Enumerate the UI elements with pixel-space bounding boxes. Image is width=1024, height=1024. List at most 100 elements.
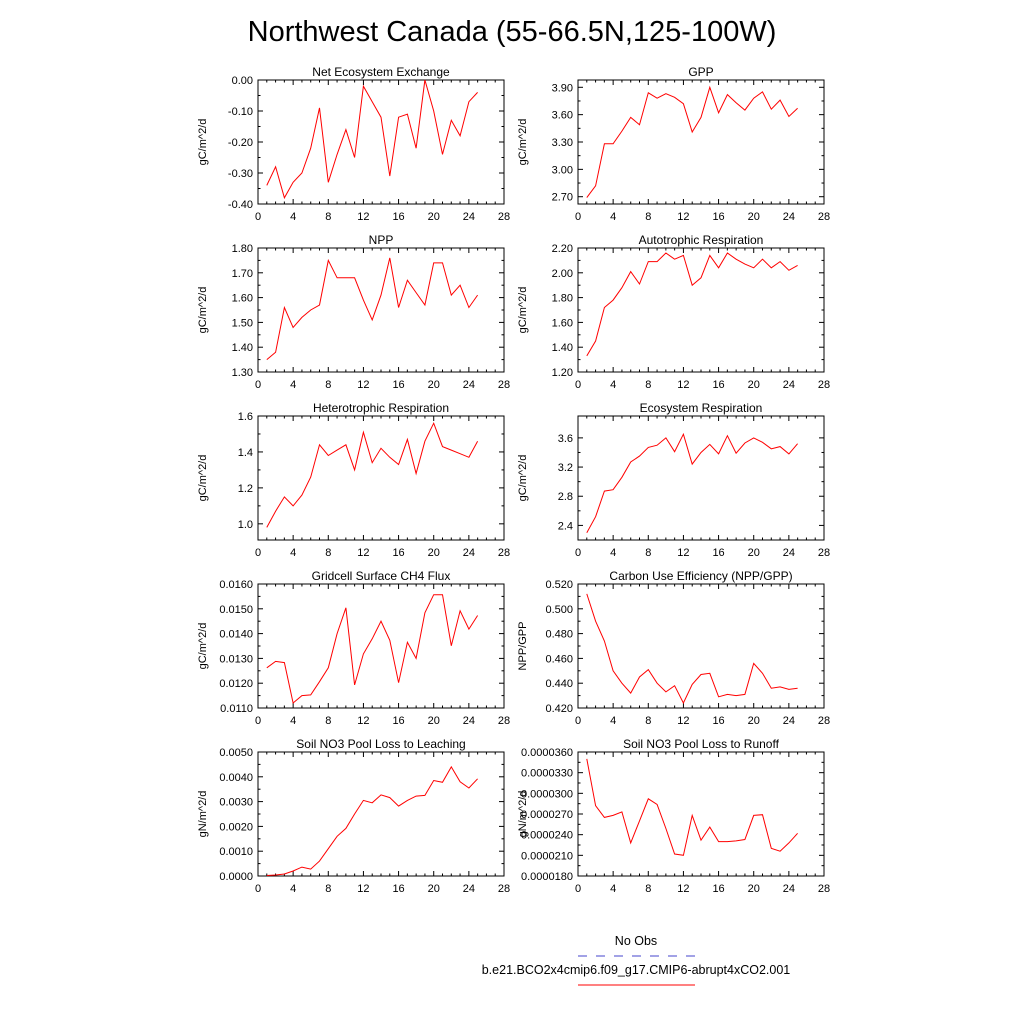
y-tick-label: 3.90 — [552, 82, 573, 94]
panel-title: Soil NO3 Pool Loss to Leaching — [296, 737, 465, 751]
y-tick-label: -0.30 — [228, 168, 253, 180]
series-line — [266, 765, 478, 876]
x-tick-label: 8 — [645, 547, 651, 559]
plot-frame — [577, 751, 825, 877]
x-tick-label: 0 — [575, 211, 581, 223]
y-tick-label: 1.60 — [552, 317, 573, 329]
x-tick-label: 28 — [498, 211, 510, 223]
y-tick-label: 1.40 — [552, 342, 573, 354]
x-tick-label: 24 — [783, 379, 795, 391]
x-tick-label: 16 — [392, 883, 404, 895]
plot-frame — [257, 415, 505, 541]
y-tick-label: 1.70 — [232, 268, 253, 280]
x-tick-label: 16 — [392, 211, 404, 223]
x-tick-label: 12 — [677, 883, 689, 895]
x-tick-label: 28 — [818, 379, 830, 391]
y-tick-label: 0.0160 — [219, 579, 253, 591]
y-axis-label: NPP/GPP — [517, 622, 529, 671]
x-tick-label: 28 — [818, 715, 830, 727]
y-tick-label: 0.420 — [545, 703, 573, 715]
x-tick-label: 8 — [325, 379, 331, 391]
y-tick-label: 3.60 — [552, 110, 573, 122]
x-tick-label: 0 — [575, 379, 581, 391]
x-tick-label: 8 — [325, 715, 331, 727]
panel-title: Net Ecosystem Exchange — [312, 65, 450, 79]
x-tick-label: 20 — [748, 547, 760, 559]
y-tick-label: 2.00 — [552, 268, 573, 280]
chart-panel: Soil NO3 Pool Loss to Runoff gN/m^2/d 0 4 8 1… — [517, 737, 830, 895]
y-tick-label: 1.50 — [232, 317, 253, 329]
y-tick-label: 0.00 — [232, 75, 253, 87]
y-axis-label: gN/m^2/d — [197, 791, 209, 838]
x-tick-label: 4 — [290, 211, 296, 223]
x-tick-label: 20 — [748, 211, 760, 223]
x-tick-label: 24 — [463, 715, 475, 727]
y-tick-label: 0.480 — [545, 629, 573, 641]
chart-panel: Soil NO3 Pool Loss to Leaching gN/m^2/d 0 4… — [197, 737, 510, 895]
x-tick-label: 4 — [610, 715, 616, 727]
y-tick-label: 3.00 — [552, 164, 573, 176]
y-tick-label: 1.2 — [238, 483, 253, 495]
series-line — [586, 252, 798, 357]
x-tick-label: 12 — [677, 211, 689, 223]
y-tick-label: 0.0050 — [219, 747, 253, 759]
plot-frame — [577, 415, 825, 541]
y-tick-label: 0.520 — [545, 579, 573, 591]
plot-frame — [257, 751, 505, 877]
panel-title: GPP — [688, 65, 713, 79]
x-tick-label: 28 — [498, 715, 510, 727]
y-tick-label: 1.6 — [238, 411, 253, 423]
series-line — [266, 257, 479, 360]
chart-panel: Net Ecosystem Exchange gC/m^2/d 0 4 8 12 16 20 2… — [197, 65, 510, 223]
x-tick-label: 0 — [575, 547, 581, 559]
panel-title: Gridcell Surface CH4 Flux — [312, 569, 451, 583]
series-line — [266, 79, 478, 200]
x-tick-label: 0 — [575, 883, 581, 895]
x-tick-label: 24 — [463, 379, 475, 391]
x-tick-label: 8 — [325, 883, 331, 895]
x-tick-label: 0 — [255, 547, 261, 559]
y-tick-label: 3.6 — [558, 433, 573, 445]
y-axis-label: gN/m^2/d — [517, 791, 529, 838]
x-tick-label: 20 — [428, 715, 440, 727]
panel-group: Net Ecosystem Exchange gC/m^2/d 0 4 8 12 16 20 2… — [197, 65, 830, 895]
y-tick-label: 0.0000330 — [521, 768, 573, 780]
x-tick-label: 4 — [290, 547, 296, 559]
legend: No Obs b.e21.BCO2x4cmip6.f09_g17.CMIP6-a… — [482, 934, 791, 986]
y-axis-label: gC/m^2/d — [197, 623, 209, 670]
x-tick-label: 24 — [463, 211, 475, 223]
x-tick-label: 0 — [575, 715, 581, 727]
y-tick-label: 2.70 — [552, 192, 573, 204]
x-tick-label: 12 — [357, 715, 369, 727]
x-tick-label: 20 — [428, 211, 440, 223]
x-tick-label: 4 — [290, 379, 296, 391]
y-tick-label: 3.30 — [552, 137, 573, 149]
x-tick-label: 16 — [712, 547, 724, 559]
plot-frame — [257, 247, 505, 373]
y-tick-label: 0.0130 — [219, 653, 253, 665]
x-tick-label: 8 — [325, 211, 331, 223]
x-tick-label: 12 — [357, 211, 369, 223]
y-tick-label: -0.10 — [228, 106, 253, 118]
panel-title: Ecosystem Respiration — [640, 401, 763, 415]
figure-title: Northwest Canada (55-66.5N,125-100W) — [248, 16, 777, 48]
chart-panel: Heterotrophic Respiration gC/m^2/d 0 4 8 12 16… — [197, 401, 510, 559]
x-tick-label: 20 — [428, 547, 440, 559]
panel-title: Carbon Use Efficiency (NPP/GPP) — [609, 569, 792, 583]
panel-title: Autotrophic Respiration — [639, 233, 764, 247]
y-tick-label: 0.440 — [545, 678, 573, 690]
series-line — [266, 421, 479, 528]
y-tick-label: 2.4 — [558, 520, 573, 532]
plot-frame — [257, 79, 505, 205]
x-tick-label: 28 — [498, 547, 510, 559]
x-tick-label: 12 — [677, 715, 689, 727]
chart-panel: Autotrophic Respiration gC/m^2/d 0 4 8 12 16 20… — [517, 233, 830, 391]
plot-frame — [257, 583, 505, 709]
y-tick-label: 0.0110 — [220, 703, 253, 715]
y-tick-label: 0.0010 — [219, 846, 253, 858]
x-tick-label: 4 — [610, 547, 616, 559]
x-tick-label: 16 — [392, 715, 404, 727]
y-tick-label: 3.2 — [558, 462, 573, 474]
legend-model-label: b.e21.BCO2x4cmip6.f09_g17.CMIP6-abrupt4x… — [482, 963, 791, 977]
x-tick-label: 24 — [783, 715, 795, 727]
